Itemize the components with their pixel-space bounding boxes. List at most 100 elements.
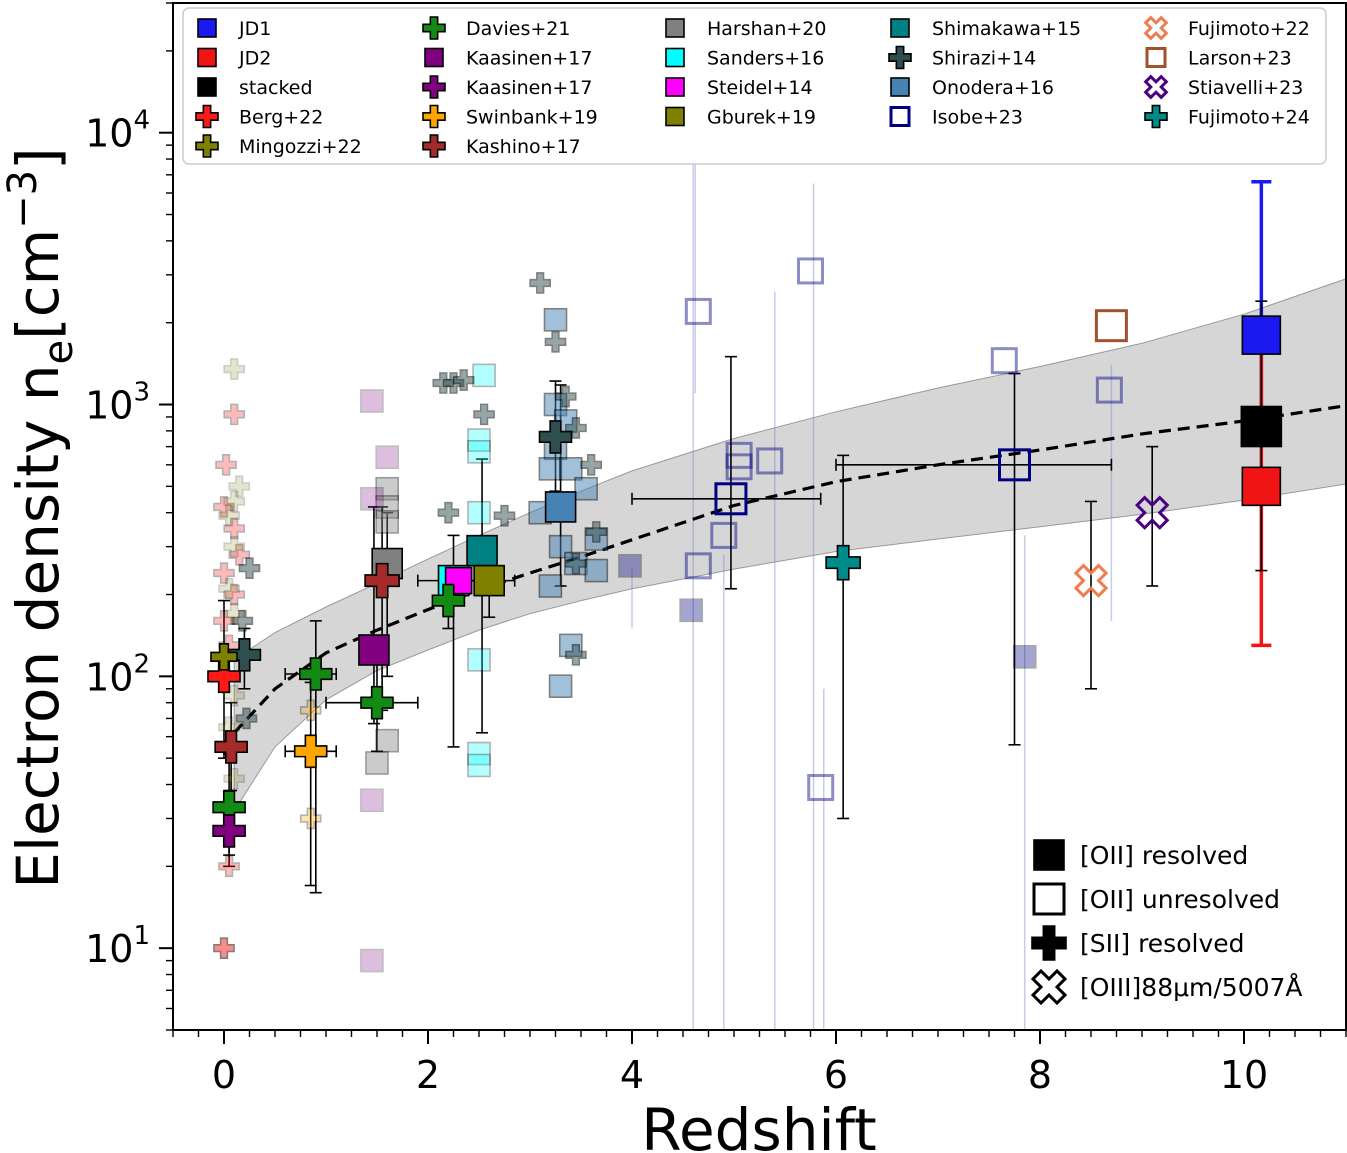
data-point-berg-22: [228, 543, 251, 566]
data-point-isobe-23: [684, 297, 712, 325]
data-point-isobe-23: [756, 447, 784, 475]
data-point-mingozzi-22: [218, 504, 240, 527]
legend-label: Fujimoto+24: [1188, 107, 1310, 129]
data-point-shirazi-14: [565, 644, 587, 666]
marker-legend-label: [OIII]88μm/5007Å: [1080, 973, 1303, 1002]
data-point-kaasinen-17: [360, 788, 384, 813]
data-point-fujimoto-22: [1073, 563, 1109, 598]
legend-entry-kaasinen-17: Kaasinen+17: [424, 48, 592, 70]
legend-marker-jd1: [197, 18, 217, 38]
legend-label: Larson+23: [1188, 48, 1292, 70]
y-tick-label-base: 10: [85, 112, 133, 156]
data-point-berg-22: [223, 517, 245, 540]
data-markers: [207, 257, 1283, 973]
data-point-larson-23: [1094, 309, 1128, 343]
data-point-mingozzi-22: [218, 577, 240, 600]
x-tick-label: 6: [824, 1053, 848, 1097]
legend-label: Swinbank+19: [466, 107, 598, 129]
data-point-mingozzi-22: [210, 643, 238, 671]
data-point-kaasinen-17: [375, 445, 400, 470]
legend-marker-shimakawa-15: [890, 18, 910, 38]
data-point-shirazi-14: [238, 557, 261, 579]
legend-label: Fujimoto+22: [1188, 18, 1310, 40]
data-point-sanders-16: [467, 439, 491, 464]
marker-legend-symbol: [1030, 968, 1068, 1006]
y-tick-label-base: 10: [85, 384, 133, 428]
data-point-shirazi-14: [538, 420, 573, 454]
legend-marker-shirazi-14: [888, 45, 912, 70]
data-point-onodera-16: [558, 457, 583, 481]
legend-marker-stiavelli-23: [1143, 74, 1169, 100]
data-point-onodera-16: [574, 476, 598, 501]
data-point-berg-22: [213, 937, 235, 959]
data-point-mingozzi-22: [223, 602, 245, 625]
data-point-stacked: [1240, 405, 1283, 448]
x-tick-label: 10: [1220, 1053, 1268, 1097]
y-tick-label-exponent: 2: [133, 649, 150, 679]
data-point-berg-22: [215, 454, 237, 476]
data-point-berg-22: [213, 562, 235, 584]
data-point-shirazi-14: [565, 417, 587, 439]
legend-marker-sanders-16: [665, 47, 685, 68]
data-point-isobe-23: [1095, 376, 1123, 404]
data-point-mingozzi-22: [228, 475, 251, 498]
data-point-isobe-23: [714, 482, 748, 516]
legend-box: [182, 7, 1327, 165]
data-point-isobe-23: [797, 257, 824, 285]
marker-legend: [OII] resolved [OII] unresolved [SII] reso…: [1030, 839, 1303, 1006]
legend-marker-mingozzi-22: [195, 134, 219, 158]
legend-label: Sanders+16: [707, 48, 824, 70]
data-point-harshan-20: [365, 751, 389, 775]
data-point-davies-21: [299, 657, 333, 691]
y-axis-title-subscript: e: [36, 340, 82, 365]
marker-legend-label: [OII] unresolved: [1080, 885, 1280, 914]
y-tick-label-base: 10: [85, 927, 133, 971]
legend-label: Harshan+20: [707, 18, 826, 40]
data-point-isobe-23: [990, 347, 1018, 375]
legend-marker-kaasinen-17: [422, 75, 446, 99]
legend-label: Mingozzi+22: [239, 136, 362, 158]
data-point-shimakawa-15: [466, 534, 498, 567]
data-point-isobe-23: [679, 598, 703, 623]
legend-label: Kaasinen+17: [466, 48, 592, 70]
marker-legend-symbol: [1031, 925, 1067, 961]
y-tick-label: 102: [85, 649, 150, 699]
x-tick-label: 0: [212, 1053, 236, 1097]
legend-label: stacked: [239, 77, 313, 99]
legend-marker-gburek-19: [665, 106, 685, 127]
data-point-berg-22: [223, 403, 245, 426]
data-point-stiavelli-23: [1134, 495, 1170, 530]
legend-entry-gburek-19: Gburek+19: [665, 106, 816, 129]
legend-label: JD1: [238, 18, 271, 40]
marker-legend-entry-oiii-88-m-5007: [OIII]88μm/5007Å: [1030, 968, 1303, 1006]
data-point-isobe-23: [725, 453, 753, 481]
data-point-harshan-20: [375, 728, 400, 753]
data-point-sanders-16: [467, 500, 491, 525]
data-point-shirazi-14: [585, 521, 608, 543]
data-point-kaasinen-17: [360, 948, 384, 973]
data-point-isobe-23: [684, 552, 712, 580]
data-point-jd1: [1241, 315, 1282, 355]
y-tick-label-exponent: 4: [133, 106, 150, 136]
data-point-onodera-16: [538, 457, 563, 481]
legend-marker-onodera-16: [890, 77, 910, 97]
legend-label: JD2: [238, 48, 271, 70]
legend-entry-shimakawa-15: Shimakawa+15: [890, 18, 1081, 40]
marker-legend-entry-oii-resolved: [OII] resolved: [1033, 839, 1248, 871]
data-point-onodera-16: [538, 574, 563, 598]
data-point-kashino-17: [364, 562, 400, 599]
data-point-mingozzi-22: [223, 767, 245, 790]
y-axis-title-main: Electron density n: [4, 365, 72, 889]
marker-legend-label: [SII] resolved: [1080, 929, 1245, 958]
data-point-mingozzi-22: [223, 490, 245, 513]
y-axis-title-unit-exponent: −3: [0, 170, 46, 229]
legend-label: Isobe+23: [932, 107, 1023, 129]
y-tick-label: 101: [85, 921, 150, 971]
legend-marker-berg-22: [195, 104, 219, 129]
y-tick-label-base: 10: [85, 655, 133, 699]
fit-band: [233, 278, 1346, 813]
y-tick-label: 103: [85, 378, 150, 428]
data-point-kaasinen-17: [360, 389, 384, 413]
data-point-mingozzi-22: [223, 358, 245, 380]
